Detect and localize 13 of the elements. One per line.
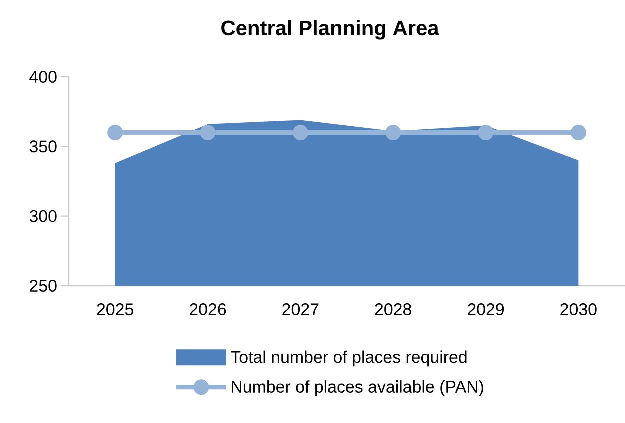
y-tick-label: 300	[30, 210, 57, 222]
y-tick-label: 400	[30, 71, 57, 83]
x-tick-label: 2030	[560, 304, 597, 316]
x-tick-label: 2026	[190, 304, 226, 316]
y-tick-label: 350	[30, 140, 57, 153]
x-tick-label: 2029	[468, 304, 504, 316]
legend-label: Number of places available (PAN)	[232, 380, 484, 396]
chart-title: Central Planning Area	[222, 20, 440, 40]
x-tick-label: 2025	[97, 304, 134, 316]
y-tick-label: 250	[30, 280, 57, 292]
x-tick-label: 2027	[282, 304, 319, 316]
legend-label: Total number of places required	[231, 350, 467, 367]
x-tick-label: 2028	[375, 304, 412, 316]
